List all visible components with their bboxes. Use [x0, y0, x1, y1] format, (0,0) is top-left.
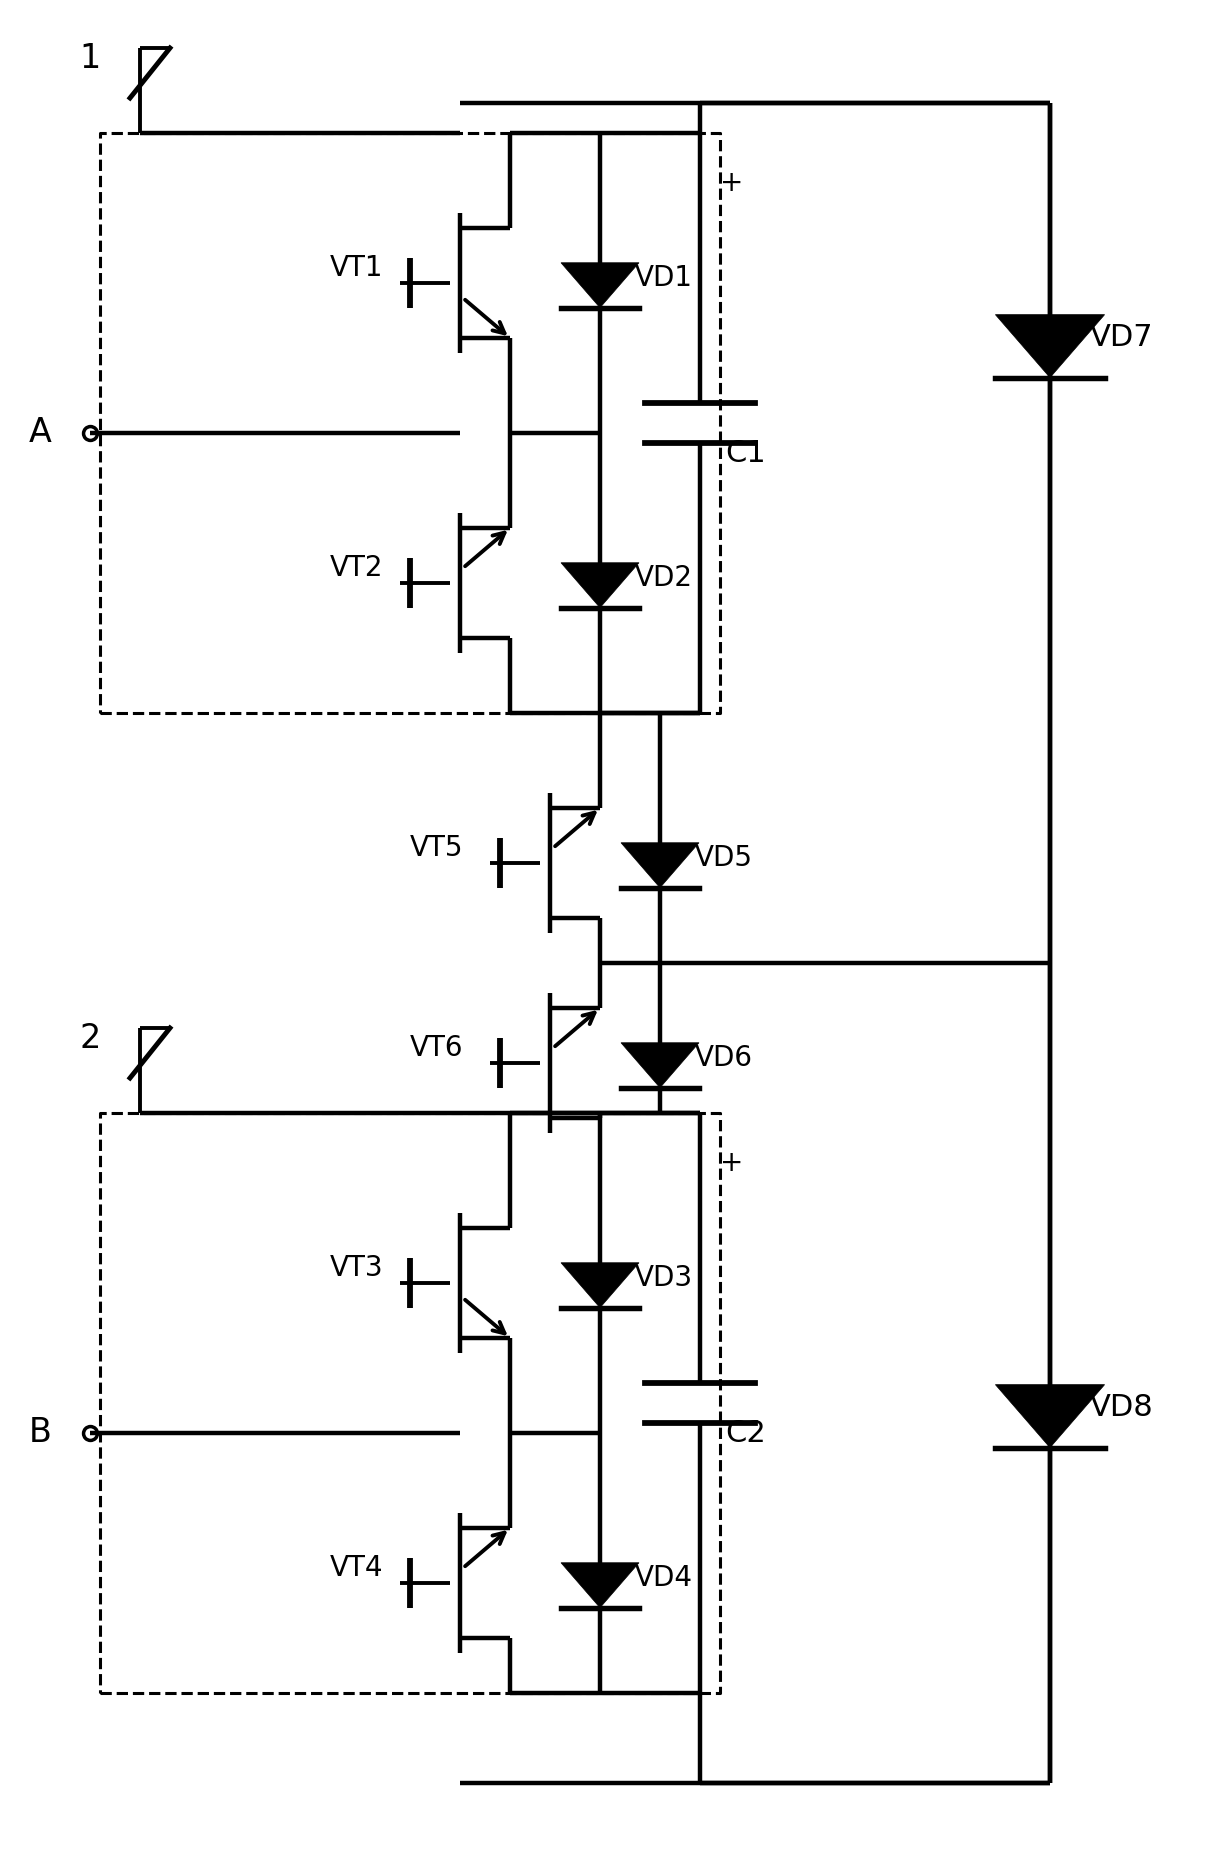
Text: VT5: VT5: [410, 835, 463, 863]
Text: A: A: [29, 417, 52, 449]
Text: +: +: [720, 1149, 743, 1177]
Polygon shape: [996, 315, 1105, 378]
Text: VD6: VD6: [695, 1043, 753, 1071]
Text: VD8: VD8: [1090, 1394, 1154, 1423]
Text: VD2: VD2: [635, 564, 693, 592]
Text: VT4: VT4: [330, 1554, 384, 1582]
Text: 1: 1: [80, 41, 100, 75]
Polygon shape: [561, 263, 639, 307]
Text: VT3: VT3: [330, 1254, 384, 1282]
Text: B: B: [29, 1416, 52, 1449]
Polygon shape: [561, 563, 639, 607]
Polygon shape: [621, 1043, 699, 1088]
Text: +: +: [720, 170, 743, 197]
Text: VT6: VT6: [410, 1034, 463, 1062]
Text: 2: 2: [80, 1021, 100, 1054]
Polygon shape: [561, 1263, 639, 1308]
Text: VD3: VD3: [635, 1263, 693, 1293]
Text: VD4: VD4: [635, 1565, 693, 1593]
Polygon shape: [561, 1563, 639, 1608]
Text: VT2: VT2: [330, 553, 384, 581]
Text: C2: C2: [725, 1418, 766, 1448]
Text: VD5: VD5: [695, 844, 753, 872]
Text: VT1: VT1: [330, 253, 384, 281]
Text: VD7: VD7: [1090, 324, 1153, 352]
Text: C1: C1: [725, 438, 766, 468]
Polygon shape: [621, 842, 699, 889]
Text: VD1: VD1: [635, 265, 693, 292]
Polygon shape: [996, 1384, 1105, 1448]
